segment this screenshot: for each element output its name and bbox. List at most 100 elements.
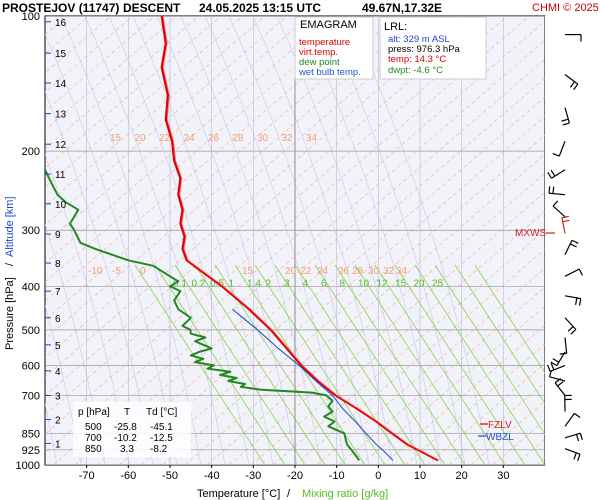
dry-adiabat	[96, 77, 545, 465]
wind-barb-staff	[564, 268, 580, 277]
wind-barb-feather	[552, 200, 559, 207]
legend: EMAGRAM temperature virt.temp. dew point…	[294, 16, 374, 80]
wind-barb-feather	[552, 153, 560, 157]
adiabat-label: 32	[383, 266, 395, 277]
altitude-tick-label: 1	[55, 439, 61, 450]
wind-barb	[548, 186, 566, 196]
table-row-700-p: 700	[85, 433, 102, 444]
table-row-500-t: -25.8	[114, 422, 137, 433]
series-temperature	[160, 16, 439, 462]
adiabat-label: 24	[317, 266, 329, 277]
y-tick-label: 100	[22, 11, 40, 23]
dry-adiabat	[404, 343, 545, 465]
mixing-ratio-label: 12	[377, 278, 389, 289]
mixing-ratio-line	[414, 264, 545, 465]
mixing-ratio-line	[134, 264, 266, 465]
table-row-850-p: 850	[85, 444, 102, 455]
table-header-pressure: p [hPa]	[78, 407, 110, 418]
mixing-ratio-label: 10	[358, 278, 370, 289]
wind-barb-feather	[561, 215, 569, 219]
y-tick-label: 400	[22, 281, 40, 293]
series-wet-bulb-temp	[232, 308, 394, 461]
x-tick-label: 20	[456, 470, 468, 482]
dry-adiabat	[45, 16, 332, 264]
wind-barb-staff	[564, 295, 581, 300]
wind-barb	[548, 369, 566, 382]
sounding-mode: DESCENT	[123, 1, 181, 15]
dry-adiabat	[250, 210, 545, 465]
wind-barbs	[546, 33, 583, 461]
wind-barb	[564, 295, 582, 306]
x-tick-label: -70	[79, 470, 95, 482]
x-tick-label: -60	[120, 470, 136, 482]
copyright: CHMI © 2025	[532, 2, 599, 14]
wind-barb-staff	[564, 317, 577, 330]
wind-barb-staff	[564, 107, 570, 124]
dry-adiabat	[45, 16, 310, 245]
fzlv-marker: FZLV	[488, 420, 512, 431]
altitude-tick-label: 9	[55, 230, 61, 241]
legend-item-temperature: temperature	[299, 37, 350, 48]
dry-adiabat	[360, 305, 545, 465]
adiabat-label: 22	[159, 133, 171, 144]
mixing-ratio-line	[454, 264, 545, 405]
altitude-tick-label: 2	[55, 416, 61, 427]
wind-barb	[554, 378, 566, 396]
level-markers: MXWS FZLV WBZL	[478, 228, 555, 443]
x-tick-label: -40	[204, 470, 220, 482]
altitude-tick-label: 4	[55, 367, 61, 378]
dry-adiabat	[316, 267, 545, 465]
x-tick-label: -50	[162, 470, 178, 482]
mixing-ratio-line	[334, 264, 466, 465]
y-tick-label: 850	[22, 428, 40, 440]
wind-barb-staff	[549, 364, 566, 372]
moist-adiabat	[204, 16, 346, 465]
wind-barb-feather	[552, 186, 555, 194]
wind-barb-feather	[547, 171, 552, 179]
mixing-ratio-line	[274, 264, 406, 465]
adiabat-label: 20	[135, 133, 147, 144]
wind-barb-staff	[558, 140, 566, 157]
wind-barb-staff	[549, 192, 566, 196]
y-tick-label: 600	[22, 360, 40, 372]
wind-barb	[552, 140, 566, 157]
altitude-tick-label: 13	[55, 110, 67, 121]
mixing-ratio-line	[294, 264, 426, 465]
lrl-title: LRL:	[384, 21, 407, 33]
altitude-tick-label: 12	[55, 140, 67, 151]
wind-barb-staff	[564, 337, 568, 354]
table-row-500-p: 500	[85, 422, 102, 433]
altitude-tick-label: 8	[55, 259, 61, 270]
wind-barb-feather	[569, 81, 576, 88]
adiabat-label: 15	[110, 133, 122, 144]
x-tick-label: -30	[245, 470, 261, 482]
x-tick-label: 10	[414, 470, 426, 482]
wind-barb	[564, 74, 579, 91]
wind-barb-feather	[550, 169, 556, 177]
y-tick-label: 300	[22, 225, 40, 237]
adiabat-label: 26	[208, 133, 220, 144]
mixing-ratio-line	[194, 264, 326, 465]
adiabat-label: 30	[368, 266, 380, 277]
wind-barb-staff	[551, 169, 566, 179]
wind-barb-staff	[552, 205, 566, 218]
altitude-tick-label: 16	[55, 18, 67, 29]
table-row-850-t: 3.3	[120, 444, 134, 455]
wind-barb-feather	[571, 239, 579, 244]
adiabat-label: 28	[352, 266, 364, 277]
y-tick-label: 200	[22, 146, 40, 158]
x-tick-label: 30	[497, 470, 509, 482]
wind-barb-feather	[570, 329, 577, 335]
dry-adiabat	[272, 229, 545, 465]
moist-adiabat	[348, 16, 490, 465]
moist-adiabat	[252, 16, 394, 465]
dry-adiabat	[294, 248, 545, 465]
dry-adiabat	[45, 16, 398, 321]
wind-barb-staff	[564, 239, 573, 255]
wind-barb-feather	[567, 326, 574, 332]
y-tick-label: 500	[22, 325, 40, 337]
wind-barb-staff	[554, 382, 566, 396]
legend-title: EMAGRAM	[300, 19, 357, 31]
x-label-separator: /	[287, 488, 291, 500]
wind-barb-feather	[550, 363, 555, 371]
